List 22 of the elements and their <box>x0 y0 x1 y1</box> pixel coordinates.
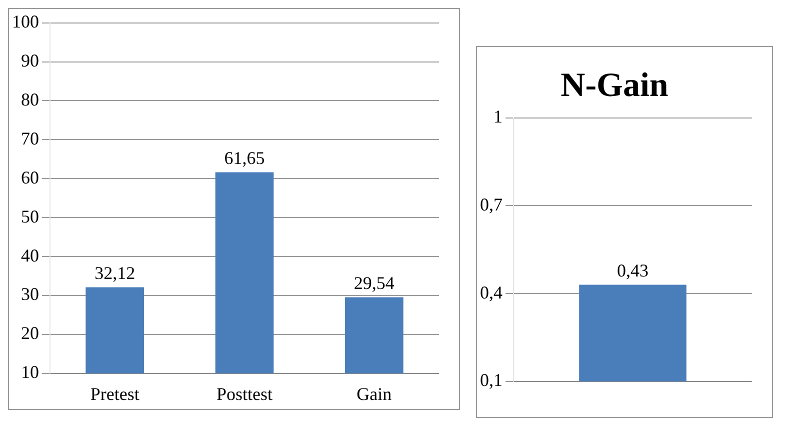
y-tick-label: 20 <box>21 323 39 344</box>
data-label: 29,54 <box>354 273 394 294</box>
y-tick-label: 1 <box>494 106 502 127</box>
x-tick-label: Gain <box>356 384 392 404</box>
y-tick-label: 0,4 <box>480 282 502 302</box>
y-tick-label: 70 <box>21 128 39 148</box>
y-tick-label: 100 <box>12 12 39 32</box>
y-tick-label: 50 <box>21 206 39 226</box>
y-tick-label: 60 <box>21 167 39 188</box>
y-tick-label: 90 <box>21 50 39 70</box>
data-label: 0,43 <box>617 260 648 280</box>
y-tick-label: 0,1 <box>480 370 502 390</box>
y-tick-label: 80 <box>21 89 39 110</box>
x-tick-label: Posttest <box>216 384 273 404</box>
x-tick-label: Pretest <box>90 384 140 404</box>
data-label: 61,65 <box>224 148 265 168</box>
data-label: 32,12 <box>94 262 136 283</box>
y-tick-label: 10 <box>21 362 39 382</box>
y-tick-label: 40 <box>21 245 39 266</box>
y-tick-label: 0,7 <box>480 194 502 214</box>
chart-title: N-Gain <box>560 67 668 104</box>
y-tick-label: 30 <box>21 284 39 304</box>
